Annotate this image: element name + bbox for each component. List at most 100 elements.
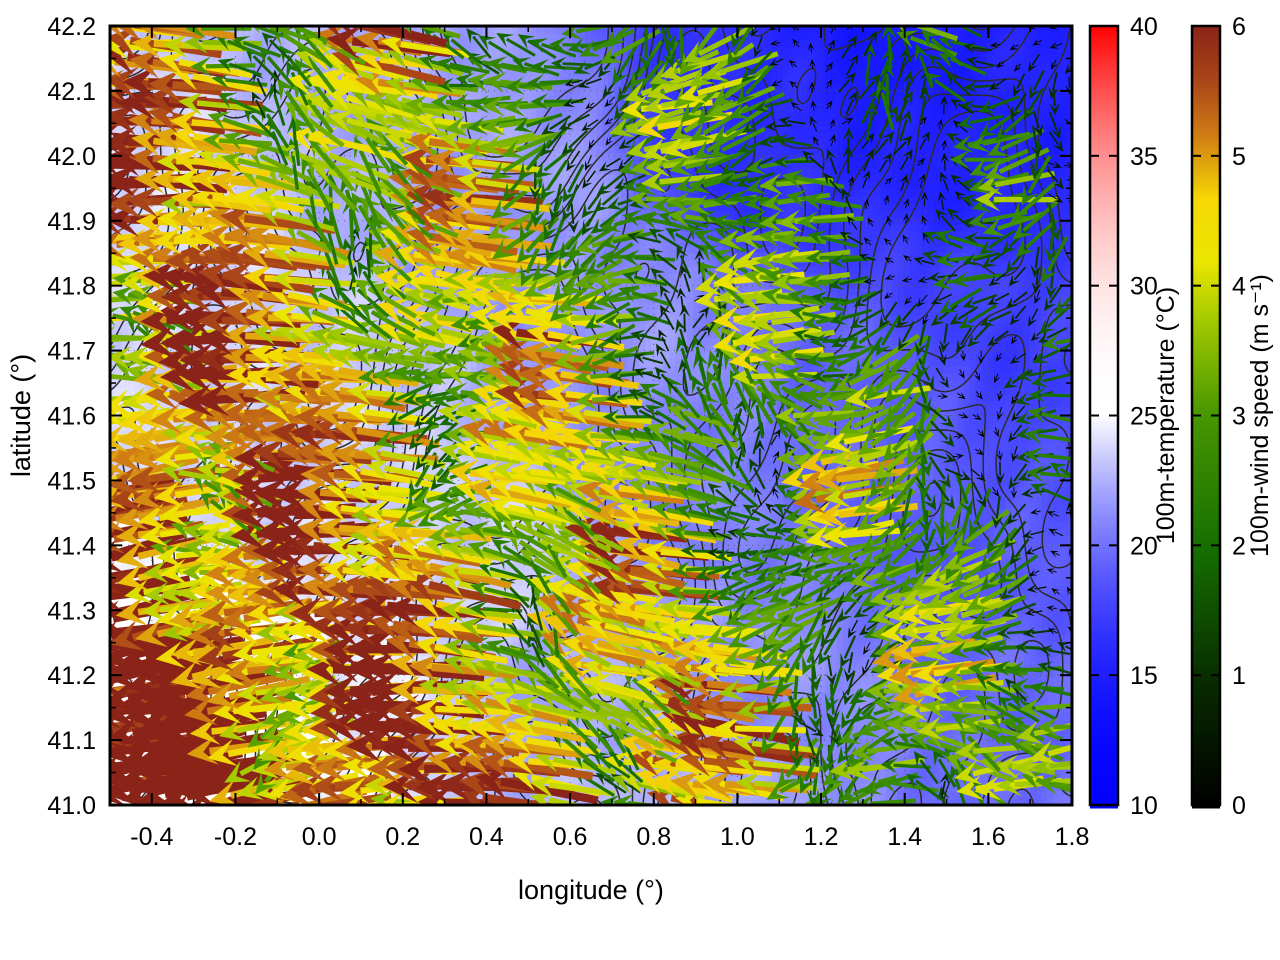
wind-arrow-head [156,602,186,629]
wind-arrow-shaft [829,667,844,701]
wind-arrow-shaft [1024,218,1058,249]
wind-arrow-shaft [1025,646,1053,651]
wind-arrow-shaft [184,274,284,293]
wind-arrow-head [950,174,963,186]
wind-arrow-head [520,264,538,287]
wind-arrow-shaft [1042,344,1071,360]
wind-arrow-head [252,754,280,779]
wind-arrow-shaft [826,713,837,737]
wind-arrow-head [959,412,969,419]
wind-arrow-head [542,481,566,500]
wind-arrow-shaft [930,525,968,563]
wind-arrow-head [809,59,816,68]
wind-arrow-shaft [858,308,885,324]
wind-arrow-head [573,60,592,74]
plot-frame [108,24,1074,807]
wind-arrow-shaft [482,546,533,567]
wind-arrow-head [945,695,969,717]
wind-arrow-head [581,202,596,219]
wind-arrow-head [245,303,276,333]
wind-arrow-head [961,177,977,191]
wind-arrow-head [244,364,274,392]
wind-arrow-head [415,770,451,805]
wind-arrow-shaft [840,526,911,539]
wind-arrow-head [185,675,220,706]
wind-arrow-head [1028,315,1037,327]
wind-arrow-head [883,238,892,246]
wind-arrow-shaft [973,488,992,526]
wind-arrow-head [387,573,421,604]
wind-arrow-head [69,693,104,725]
wind-arrow-shaft [531,293,603,302]
wind-arrow-head [714,715,742,742]
wind-arrow-head [360,536,390,564]
wind-arrow-head [641,555,669,581]
wind-arrow-head [917,517,933,535]
wind-arrow-shaft [652,218,695,232]
wind-arrow-head [884,381,906,404]
wind-arrow-head [195,541,226,569]
wind-arrow-head [839,231,853,243]
wind-arrow-head [727,46,744,67]
wind-arrow-head [150,403,182,434]
wind-arrow-head [802,192,824,211]
wind-arrow-head [316,514,348,543]
wind-arrow-head [156,542,184,569]
wind-arrow-shaft [940,198,945,211]
wind-arrow-head [821,754,837,774]
wind-arrow-head [367,90,394,113]
wind-arrow-shaft [589,102,595,106]
wind-arrow-head [110,307,121,327]
wind-arrow-head [541,122,557,135]
wind-arrow-head [695,502,716,519]
wind-arrow-head [965,56,980,67]
wind-arrow-head [928,53,944,69]
wind-arrow-head [327,535,356,561]
wind-arrow-head [585,101,594,109]
wind-arrow-head [784,441,797,456]
wind-arrow-shaft [1065,645,1072,651]
wind-arrow-shaft [732,26,754,56]
wind-arrow-head [996,60,1005,68]
wind-arrow-head [414,695,444,723]
wind-arrow-head [584,312,605,329]
wind-arrow-head [535,563,555,586]
wind-arrow-head [286,70,315,96]
wind-arrow-head [935,209,948,222]
wind-arrow-shaft [917,162,922,166]
wind-arrow-head [756,669,778,692]
wind-arrow-head [489,160,513,180]
wind-arrow-head [1009,550,1023,566]
wind-arrow-shaft [1041,393,1072,398]
wind-arrow-shaft [907,258,912,262]
wind-arrow-head [901,713,927,737]
wind-arrow-head [285,739,315,766]
wind-arrow-head [1048,528,1059,537]
wind-arrow-head [158,738,197,772]
wind-arrow-head [636,112,667,140]
wind-arrow-shaft [975,448,980,453]
wind-arrow-head [271,303,300,330]
wind-arrow-shaft [370,206,412,247]
wind-arrow-head [714,302,727,318]
wind-arrow-shaft [1032,69,1045,91]
wind-arrow-shaft [302,69,334,109]
wind-arrow-head [300,731,332,761]
colorbar-tick-label: 40 [1130,13,1158,41]
wind-arrow-head [787,543,806,561]
wind-arrow-head [252,437,288,471]
wind-arrow-head [975,675,995,691]
wind-arrow-head [882,194,890,204]
wind-arrow-head [155,641,186,669]
wind-arrow-shaft [536,676,584,710]
wind-arrow-head [1046,568,1056,575]
wind-arrow-head [573,365,597,387]
wind-arrow-shaft [826,83,830,89]
wind-arrow-head [673,614,702,641]
wind-arrow-head [656,343,667,357]
y-axis-title: latitude (°) [6,354,36,477]
wind-arrow-head [869,476,890,498]
wind-arrow-shaft [226,433,311,443]
wind-arrow-shaft [256,77,267,97]
wind-arrow-head [251,91,263,106]
